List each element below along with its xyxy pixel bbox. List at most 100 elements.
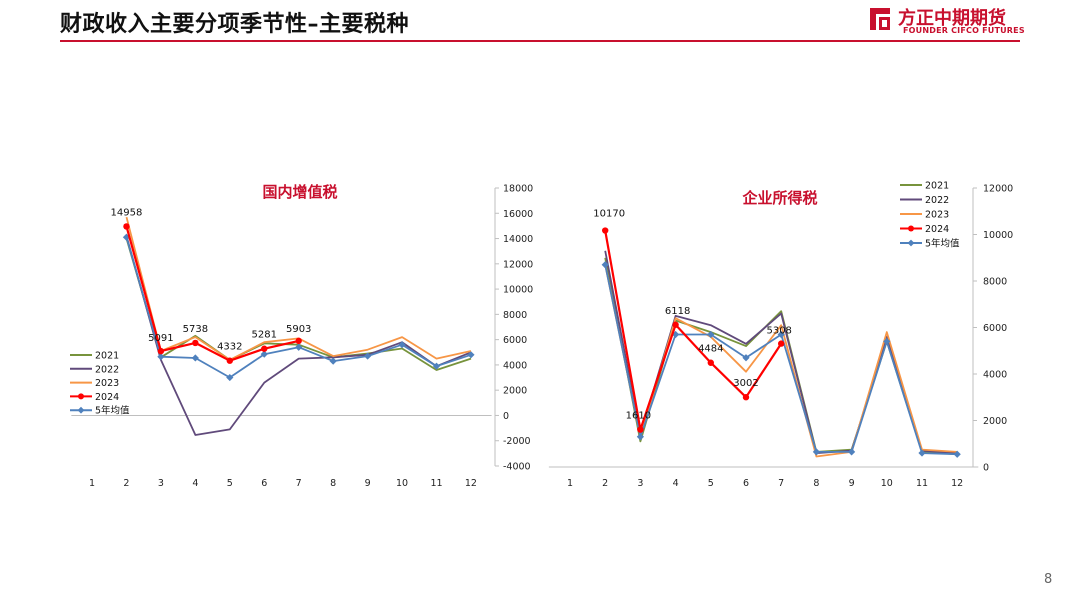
legend-item-5年均值: 5年均值: [70, 405, 130, 417]
series-point-avg: [432, 362, 441, 370]
legend-label: 2023: [925, 210, 949, 221]
series-point-avg: [157, 353, 165, 361]
x-tick-label: 9: [365, 478, 371, 489]
series-line-2024: [125, 226, 299, 362]
series-point-2024: [261, 345, 268, 352]
y-tick-label: 6000: [503, 335, 527, 346]
y-tick-label: 0: [503, 411, 509, 422]
x-tick-label: 2: [602, 478, 608, 489]
x-tick-label: 7: [296, 478, 302, 489]
data-label: 5281: [252, 330, 277, 341]
y-tick-label: 16000: [503, 209, 533, 220]
legend-marker: [78, 393, 84, 400]
data-label: 5738: [183, 324, 208, 335]
y-tick-label: 12000: [983, 184, 1013, 195]
data-label: 14958: [111, 207, 143, 218]
data-label: 4484: [698, 344, 723, 355]
series-point-2024: [602, 227, 609, 234]
series-point-2024: [672, 321, 679, 328]
x-tick-label: 9: [849, 478, 855, 489]
series-point-avg: [191, 354, 199, 362]
series-point-avg: [777, 330, 785, 339]
series-point-2024: [157, 347, 165, 355]
y-tick-label: -2000: [503, 436, 531, 447]
y-tick-label: 2000: [503, 386, 527, 397]
chart-title: 企业所得税: [741, 189, 817, 207]
legend-item-2024: 2024: [900, 224, 949, 235]
series-line-2023: [604, 264, 958, 458]
y-tick-label: 8000: [983, 277, 1007, 288]
series-point-avg: [848, 448, 856, 456]
series-point-avg: [260, 350, 268, 358]
x-tick-label: 10: [881, 478, 893, 489]
series-line-2021: [604, 257, 958, 456]
series-point-avg: [953, 450, 961, 458]
x-tick-label: 3: [158, 478, 164, 489]
y-tick-label: 0: [983, 463, 989, 474]
data-label: 5903: [286, 324, 311, 335]
x-tick-label: 8: [330, 478, 336, 489]
series-point-2024: [742, 394, 750, 401]
legend-item-2021: 2021: [900, 181, 949, 192]
x-tick-label: 7: [778, 478, 784, 489]
page-number: 8: [1044, 572, 1053, 587]
x-tick-label: 11: [916, 478, 928, 489]
x-tick-label: 1: [89, 478, 95, 489]
x-tick-label: 11: [430, 478, 442, 489]
series-point-avg: [398, 341, 406, 349]
series-point-2024: [226, 357, 233, 364]
x-tick-label: 12: [465, 478, 477, 489]
title-underline: [60, 40, 1020, 42]
series-line-5年均值: [604, 264, 958, 456]
y-tick-label: 8000: [503, 310, 527, 321]
series-point-avg: [918, 449, 926, 457]
legend-label: 2021: [95, 351, 119, 362]
legend-item-2023: 2023: [70, 378, 119, 389]
legend-marker: [907, 239, 915, 247]
logo-mark-icon: [870, 8, 890, 30]
series-point-avg: [226, 373, 234, 382]
series-line-2024: [604, 230, 783, 431]
series-line-2022: [604, 250, 958, 454]
x-tick-label: 6: [743, 478, 749, 489]
series-point-avg: [672, 330, 680, 339]
data-label: 6118: [665, 306, 690, 317]
y-tick-label: 14000: [503, 234, 533, 245]
x-tick-label: 3: [637, 478, 643, 489]
series-point-avg: [295, 343, 303, 351]
series-point-2024: [778, 340, 785, 347]
data-label: 5091: [148, 333, 173, 344]
y-tick-label: 4000: [983, 370, 1007, 381]
legend-marker: [77, 406, 85, 414]
logo-text-en: FOUNDER CIFCO FUTURES: [903, 26, 1025, 35]
x-tick-label: 4: [673, 478, 679, 489]
company-logo: 方正中期期货 FOUNDER CIFCO FUTURES: [868, 4, 1028, 38]
legend-label: 2024: [95, 392, 119, 403]
legend-label: 5年均值: [925, 238, 960, 250]
y-tick-label: 10000: [983, 230, 1013, 241]
series-point-avg: [812, 448, 820, 456]
series-point-2024: [637, 426, 644, 433]
legend-item-2022: 2022: [70, 364, 119, 375]
series-line-5年均值: [125, 237, 472, 379]
legend-label: 2023: [95, 378, 119, 389]
series-point-avg: [707, 330, 715, 339]
x-tick-label: 8: [813, 478, 819, 489]
series-point-avg: [329, 357, 337, 365]
y-tick-label: 18000: [503, 184, 533, 195]
y-tick-label: 12000: [503, 259, 533, 270]
x-tick-label: 1: [567, 478, 573, 489]
series-point-2024: [123, 223, 130, 230]
series-point-avg: [883, 337, 891, 346]
logo-text-cn: 方正中期期货: [898, 8, 1006, 29]
x-tick-label: 5: [708, 478, 714, 489]
x-tick-label: 12: [951, 478, 963, 489]
data-label: 3002: [733, 378, 758, 389]
series-point-avg: [467, 351, 475, 359]
legend-item-2022: 2022: [900, 195, 949, 206]
legend-label: 2024: [925, 224, 949, 235]
x-tick-label: 6: [261, 478, 267, 489]
series-point-avg: [742, 354, 750, 362]
